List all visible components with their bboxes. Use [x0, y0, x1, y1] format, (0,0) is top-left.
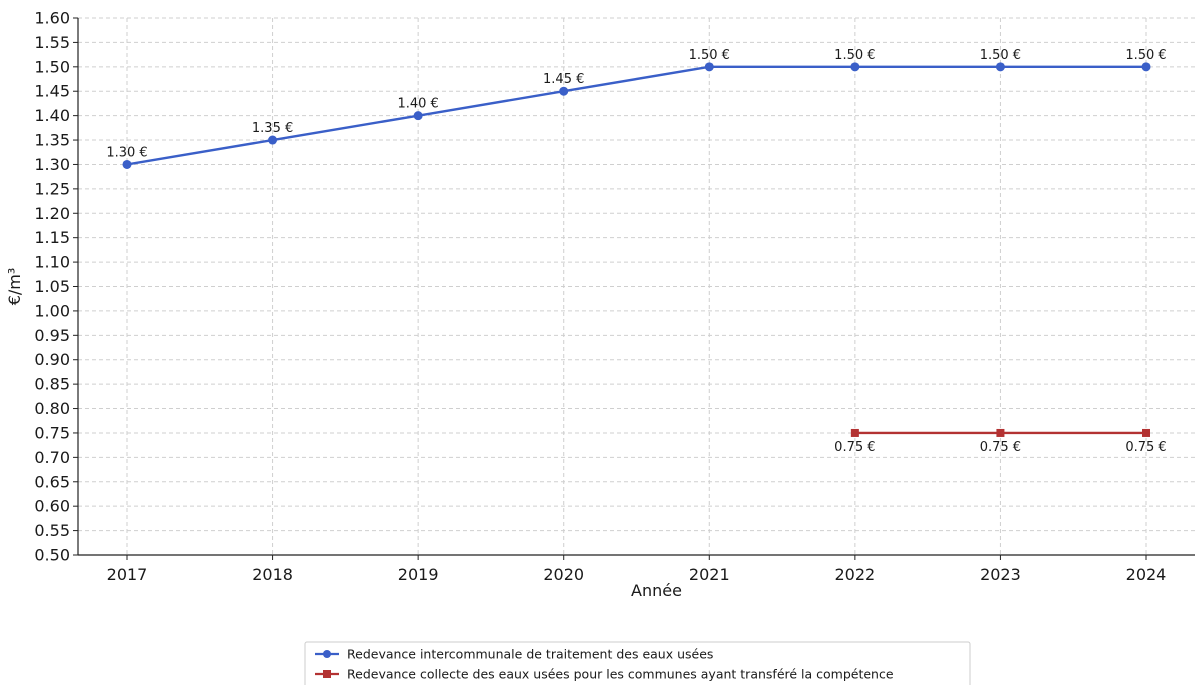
data-labels-layer: 1.30 € 1.35 € 1.40 € 1.45 € 1.50 € 1.50 € 1.50… [106, 48, 1166, 455]
y-tick-label: 0.70 [34, 448, 70, 467]
y-tick-label: 1.05 [34, 277, 70, 296]
y-tick-label: 0.90 [34, 350, 70, 369]
y-tick-label: 1.60 [34, 9, 70, 28]
x-tick-label: 2018 [252, 565, 293, 584]
data-point-circle [413, 111, 423, 121]
y-tick-label: 1.00 [34, 301, 70, 320]
y-tick-label: 1.45 [34, 82, 70, 101]
data-point-square [1142, 428, 1150, 437]
y-tick-label: 1.35 [34, 131, 70, 150]
y-tick-label: 0.50 [34, 546, 70, 565]
x-tick-label: 2023 [980, 565, 1021, 584]
y-tick-label: 1.25 [34, 179, 70, 198]
x-tick-label: 2020 [543, 565, 584, 584]
data-point-square [996, 428, 1005, 437]
legend-marker-circle [323, 650, 331, 658]
y-tick-label: 1.55 [34, 33, 70, 52]
y-tick-label: 0.85 [34, 375, 70, 394]
series-line-1 [126, 65, 1146, 166]
y-tick-label: 0.80 [34, 399, 70, 418]
y-tick-label: 0.95 [34, 326, 70, 345]
y-tick-label: 0.75 [34, 423, 70, 442]
data-label: 0.75 € [1125, 440, 1166, 455]
data-label: 1.50 € [834, 48, 875, 63]
y-tick-label: 1.30 [34, 155, 70, 174]
axes-layer: 0.50 0.55 0.60 0.65 0.70 0.75 0.80 0.85 0.90 0.95… [34, 9, 1195, 584]
legend: Redevance intercommunale de traitement d… [304, 641, 971, 685]
y-tick-label: 1.40 [34, 106, 70, 125]
data-label: 1.50 € [689, 48, 730, 63]
y-axis-title: €/m³ [5, 268, 24, 306]
y-tick-label: 0.65 [34, 472, 70, 491]
y-tick-label: 1.15 [34, 228, 70, 247]
y-tick-label: 1.50 [34, 57, 70, 76]
data-point-circle [1141, 62, 1151, 72]
x-tick-label: 2017 [107, 565, 148, 584]
data-label: 1.40 € [397, 97, 438, 112]
x-tick-label: 2021 [689, 565, 730, 584]
data-label: 0.75 € [980, 440, 1021, 455]
x-tick-label: 2019 [398, 565, 439, 584]
y-tick-label: 1.20 [34, 204, 70, 223]
data-point-circle [850, 62, 860, 72]
data-label: 1.45 € [543, 72, 584, 87]
data-label: 1.50 € [1125, 48, 1166, 63]
series-layer [122, 62, 1151, 437]
y-tick-label: 1.10 [34, 253, 70, 272]
data-point-circle [559, 86, 569, 96]
data-point-square [850, 428, 859, 437]
data-point-circle [268, 135, 278, 145]
legend-marker-square [323, 670, 331, 678]
y-tick-label: 0.55 [34, 521, 70, 540]
data-label: 1.30 € [106, 145, 147, 160]
x-tick-label: 2024 [1126, 565, 1167, 584]
data-label: 1.50 € [980, 48, 1021, 63]
data-point-circle [122, 159, 132, 169]
x-tick-label: 2022 [834, 565, 875, 584]
data-label: 0.75 € [834, 440, 875, 455]
legend-entry-label: Redevance collecte des eaux usées pour l… [347, 667, 894, 682]
legend-entry-label: Redevance intercommunale de traitement d… [347, 647, 713, 662]
y-tick-label: 0.60 [34, 497, 70, 516]
legend-box [304, 641, 971, 685]
data-point-circle [704, 62, 714, 72]
data-label: 1.35 € [252, 121, 293, 136]
x-axis-title: Année [631, 581, 682, 600]
grid-layer [78, 17, 1195, 556]
data-point-circle [995, 62, 1005, 72]
